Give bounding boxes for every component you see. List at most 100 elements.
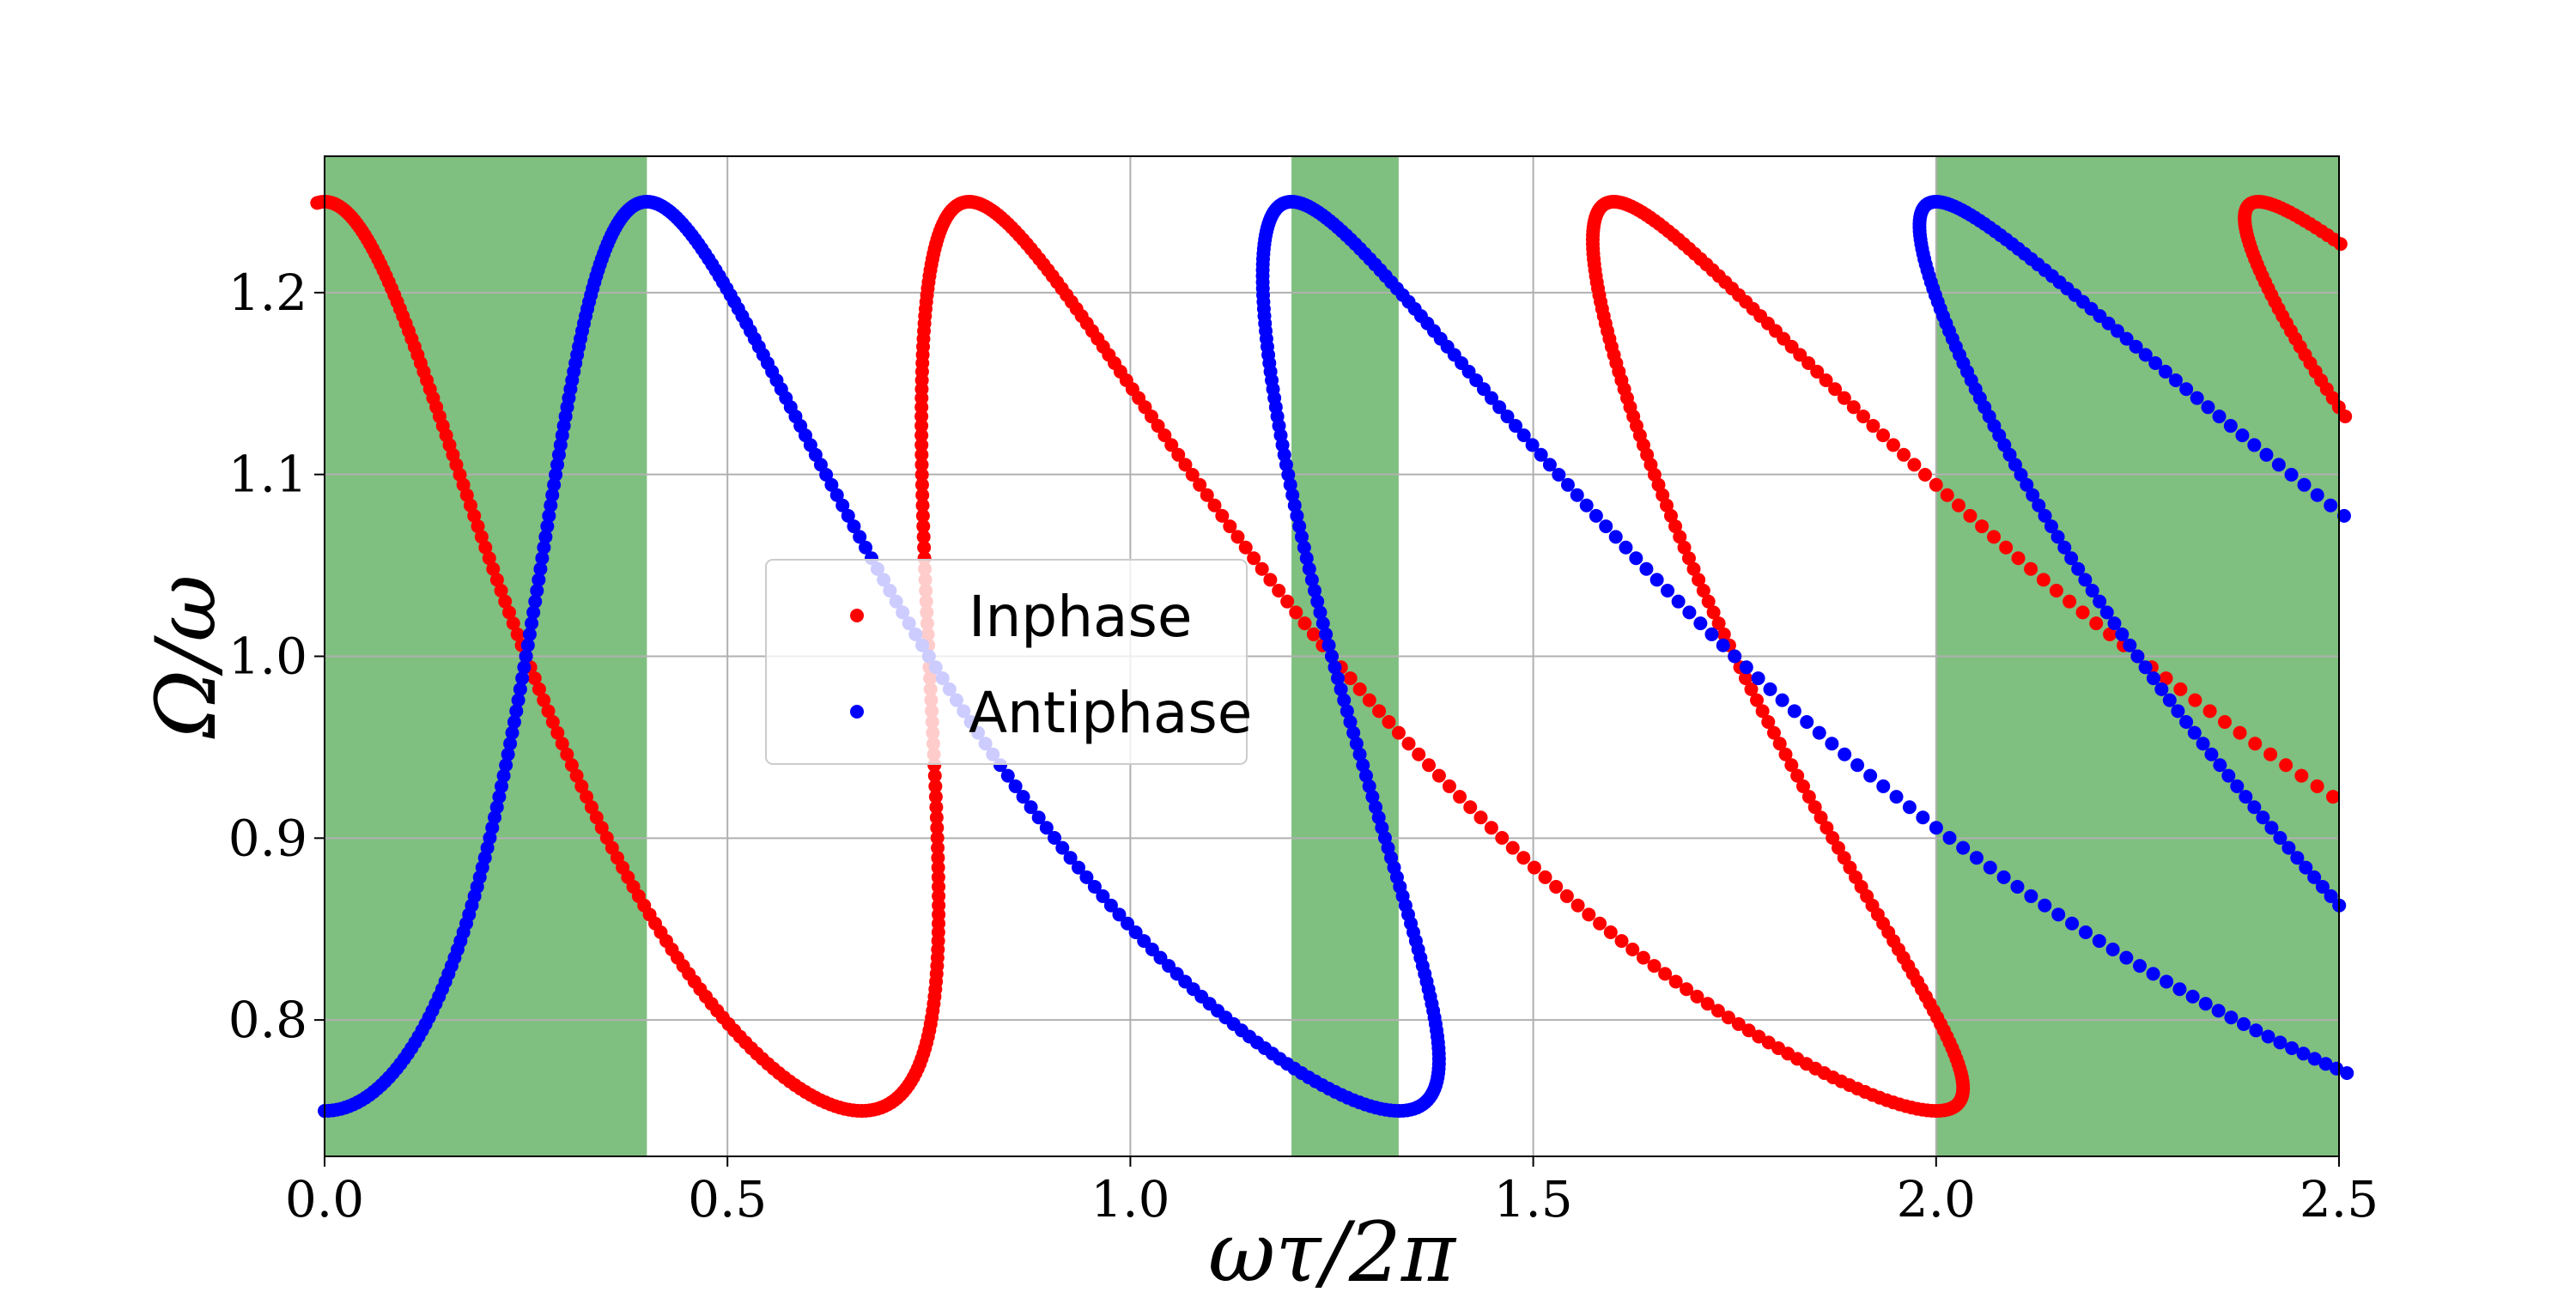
data-point (2297, 477, 2312, 492)
data-point (2057, 540, 2072, 555)
data-point (1812, 725, 1826, 740)
data-point (1850, 758, 1865, 773)
legend-label-antiphase: Antiphase (969, 680, 1252, 746)
data-point (1263, 573, 1278, 587)
data-point (485, 821, 500, 835)
data-point (929, 810, 944, 825)
data-point (1463, 800, 1478, 815)
data-point (1837, 391, 1851, 405)
data-point (1661, 583, 1675, 597)
data-point (1999, 540, 2014, 555)
data-point (2223, 419, 2238, 434)
data-point (1371, 810, 1386, 825)
data-point (2271, 458, 2286, 472)
data-point (1826, 830, 1840, 845)
data-point (1492, 400, 1507, 415)
data-point (2011, 551, 2026, 566)
data-point (498, 594, 513, 609)
data-point (2204, 747, 2219, 761)
data-point (1975, 519, 1990, 534)
data-point (1048, 830, 1062, 845)
data-point (1831, 840, 1845, 855)
data-point (2103, 627, 2117, 641)
data-point (1603, 925, 1618, 940)
data-point (1000, 768, 1015, 783)
data-point (1157, 428, 1172, 443)
data-point (495, 779, 509, 793)
data-point (2230, 779, 2245, 793)
data-point (2336, 508, 2351, 523)
data-point (1422, 758, 1437, 773)
data-point (1362, 779, 1376, 793)
data-point (1787, 704, 1801, 719)
data-point (1969, 851, 1984, 865)
data-point (1916, 810, 1930, 825)
y-tick-label: 1.2 (228, 264, 307, 322)
data-point (1866, 419, 1880, 434)
data-point (1549, 879, 1564, 894)
data-point (1285, 488, 1300, 502)
data-point (1509, 419, 1523, 434)
legend-box (765, 559, 1248, 765)
data-point (1750, 693, 1765, 707)
data-point (1917, 468, 1932, 482)
data-point (1820, 821, 1834, 835)
data-point (1412, 747, 1426, 761)
data-point (1876, 779, 1891, 793)
data-point (541, 704, 556, 719)
data-point (1692, 573, 1706, 587)
data-point (2065, 916, 2080, 931)
data-point (2020, 477, 2034, 492)
data-point (1369, 800, 1383, 815)
data-point (1297, 616, 1312, 631)
data-point (1625, 942, 1640, 956)
data-point (1838, 747, 1852, 761)
data-point (1929, 821, 1943, 835)
data-point (2263, 747, 2278, 761)
data-point (2307, 1052, 2322, 1066)
data-point (1178, 458, 1193, 472)
data-point (2211, 1004, 2226, 1018)
data-point (2146, 671, 2160, 686)
data-point (931, 851, 945, 865)
data-point (1334, 682, 1348, 696)
data-point (1287, 498, 1302, 513)
data-point (930, 830, 945, 845)
data-point (2290, 851, 2305, 865)
data-point (2198, 997, 2213, 1011)
data-point (2036, 573, 2050, 587)
data-point (1315, 616, 1330, 631)
data-point (501, 747, 515, 761)
data-point (1668, 974, 1683, 989)
data-point (1297, 540, 1311, 555)
data-point (2038, 898, 2052, 913)
data-point (520, 638, 535, 652)
data-point (1310, 594, 1325, 609)
data-point (2172, 982, 2187, 997)
data-point (1505, 840, 1520, 855)
data-point (914, 428, 929, 443)
data-point (1534, 447, 1548, 462)
data-point (1527, 860, 1541, 875)
data-point (1382, 715, 1396, 730)
data-point (2217, 715, 2232, 730)
data-point (1582, 907, 1596, 922)
data-point (1559, 889, 1574, 903)
data-point (1942, 830, 1957, 845)
data-point (1031, 810, 1046, 825)
data-point (489, 573, 504, 587)
data-point (1876, 428, 1891, 443)
data-point (1542, 458, 1557, 472)
data-point (2154, 682, 2169, 696)
data-point (829, 488, 844, 502)
data-point (2299, 860, 2313, 875)
data-point (1751, 671, 1765, 686)
data-point (2212, 409, 2227, 424)
data-point (1230, 530, 1245, 544)
data-point (537, 540, 551, 555)
data-point (1686, 561, 1701, 576)
data-point (1795, 779, 1810, 793)
data-point (506, 616, 520, 631)
data-point (2330, 1061, 2344, 1076)
